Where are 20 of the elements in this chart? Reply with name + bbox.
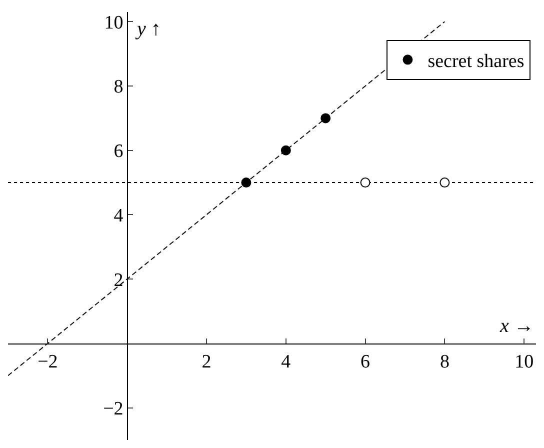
point	[241, 178, 252, 188]
y-tick-label: 10	[104, 12, 124, 34]
x-axis-title: x →	[499, 315, 534, 337]
point	[320, 113, 331, 124]
x-tick-label: 6	[360, 351, 370, 372]
x-tick-label: −2	[38, 351, 58, 372]
y-tick-label: 6	[114, 141, 124, 162]
x-tick-label: 8	[440, 351, 450, 372]
legend-label: secret shares	[428, 51, 524, 72]
point	[440, 178, 450, 188]
y-axis-title: y ↑	[135, 18, 161, 40]
y-tick-label: 2	[114, 270, 124, 291]
y-tick-label: 8	[114, 76, 124, 98]
x-tick-label: 4	[281, 351, 292, 372]
x-tick-label: 2	[202, 351, 212, 372]
point	[360, 178, 370, 188]
x-tick-label: 10	[514, 351, 534, 372]
y-tick-label: −2	[103, 398, 124, 420]
point	[280, 145, 291, 156]
y-tick-label: 4	[114, 205, 124, 226]
